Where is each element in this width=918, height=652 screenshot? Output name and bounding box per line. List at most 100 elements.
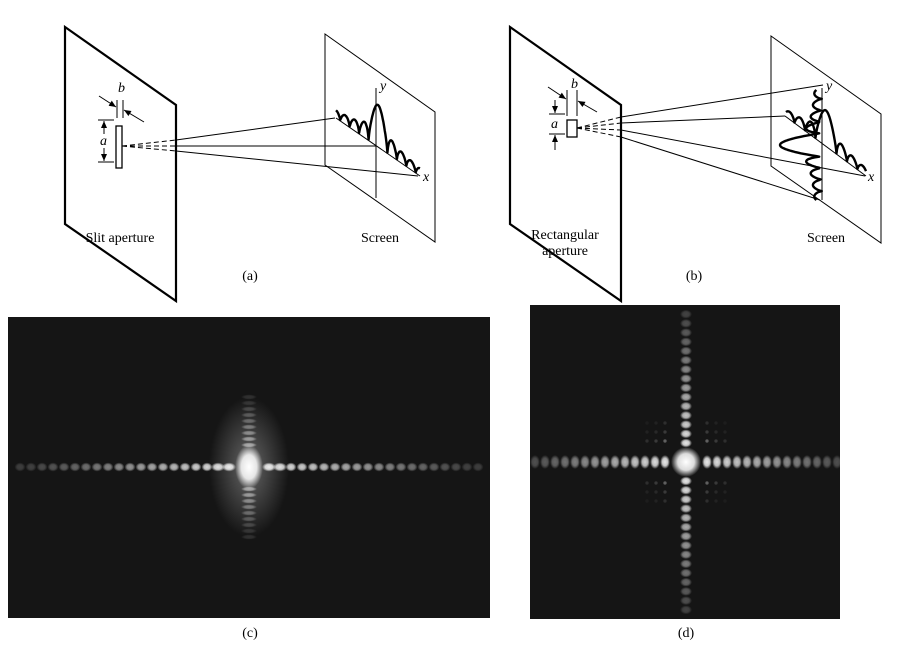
off-axis-fringe (713, 420, 719, 426)
horizontal-fringe (722, 455, 732, 469)
off-axis-fringe (662, 498, 668, 504)
off-axis-fringe (644, 429, 650, 435)
side-fringe (318, 462, 330, 472)
side-fringe (168, 462, 180, 472)
horizontal-fringe (630, 455, 640, 469)
vertical-fringe (680, 383, 692, 393)
horizontal-fringe (620, 455, 630, 469)
vertical-fringe (680, 531, 692, 541)
side-fringe (417, 462, 429, 472)
horizontal-fringe (742, 455, 752, 469)
vertical-fringe (680, 309, 692, 319)
off-axis-fringe (713, 489, 719, 495)
off-axis-fringe (713, 498, 719, 504)
vertical-fringe (241, 510, 257, 516)
y-axis-label: y (378, 79, 387, 94)
vertical-fringe (680, 605, 692, 615)
rays-dashed (576, 116, 622, 138)
vertical-fringe (680, 429, 692, 439)
off-axis-fringe (653, 480, 659, 486)
vertical-fringe (680, 401, 692, 411)
vertical-fringe (680, 420, 692, 430)
vertical-fringe (680, 513, 692, 523)
panel-c: (c) (8, 317, 490, 641)
slit-aperture-plane (63, 24, 178, 304)
vertical-fringe (241, 528, 257, 534)
off-axis-fringe (653, 438, 659, 444)
rectangular-opening (566, 119, 578, 138)
side-fringe (340, 462, 352, 472)
off-axis-fringe (722, 429, 728, 435)
vertical-fringe (680, 550, 692, 560)
horizontal-fringe (782, 455, 792, 469)
off-axis-fringe (644, 480, 650, 486)
side-fringe (201, 462, 213, 472)
rectangular-aperture-label-line1: Rectangular (531, 228, 599, 243)
vertical-fringe (241, 400, 257, 406)
vertical-fringe (680, 355, 692, 365)
horizontal-fringe (702, 455, 712, 469)
side-fringe (373, 462, 385, 472)
side-fringe (395, 462, 407, 472)
off-axis-fringe (722, 498, 728, 504)
side-fringe (157, 462, 169, 472)
horizontal-fringe (732, 455, 742, 469)
horizontal-fringe (650, 455, 660, 469)
horizontal-fringe (752, 455, 762, 469)
vertical-fringe (241, 498, 257, 504)
off-axis-fringe (662, 429, 668, 435)
screen-plane (770, 35, 882, 244)
side-fringe (472, 462, 484, 472)
vertical-fringe (680, 364, 692, 374)
vertical-fringe (680, 392, 692, 402)
slit-aperture-label: Slit aperture (86, 231, 155, 246)
vertical-fringe (680, 438, 692, 448)
side-fringe (135, 462, 147, 472)
off-axis-fringe (653, 429, 659, 435)
side-fringe (450, 462, 462, 472)
vertical-fringe (241, 504, 257, 510)
vertical-fringe (680, 374, 692, 384)
off-axis-fringe (704, 438, 710, 444)
side-fringe (25, 462, 37, 472)
off-axis-fringe (722, 438, 728, 444)
horizontal-fringe (530, 455, 540, 469)
vertical-fringe (241, 418, 257, 424)
off-axis-fringe (653, 498, 659, 504)
intensity-profile (335, 103, 421, 174)
off-axis-fringe (704, 480, 710, 486)
side-fringe (124, 462, 136, 472)
x-axis-label: x (867, 170, 875, 185)
vertical-fringe (241, 424, 257, 430)
side-fringe (461, 462, 473, 472)
side-fringe (58, 462, 70, 472)
off-axis-fringe (644, 489, 650, 495)
screen-label: Screen (807, 231, 845, 246)
horizontal-fringe (640, 455, 650, 469)
vertical-fringe (680, 522, 692, 532)
off-axis-fringe (662, 480, 668, 486)
vertical-fringe (680, 568, 692, 578)
horizontal-fringe (540, 455, 550, 469)
slit-opening (115, 125, 123, 169)
horizontal-fringe (560, 455, 570, 469)
side-fringe (262, 462, 276, 472)
caption-b: (b) (686, 269, 703, 284)
vertical-fringe (680, 494, 692, 504)
side-fringe (222, 462, 236, 472)
vertical-fringe (241, 534, 257, 540)
vertical-fringe (680, 596, 692, 606)
vertical-fringe (241, 394, 257, 400)
side-fringe (362, 462, 374, 472)
off-axis-fringe (713, 480, 719, 486)
vertical-fringe (680, 586, 692, 596)
a-dim-label: a (551, 117, 558, 132)
side-fringe (273, 462, 287, 472)
side-fringe (113, 462, 125, 472)
side-fringe (47, 462, 59, 472)
off-axis-fringe (662, 438, 668, 444)
side-fringe (69, 462, 81, 472)
vertical-fringe (680, 410, 692, 420)
